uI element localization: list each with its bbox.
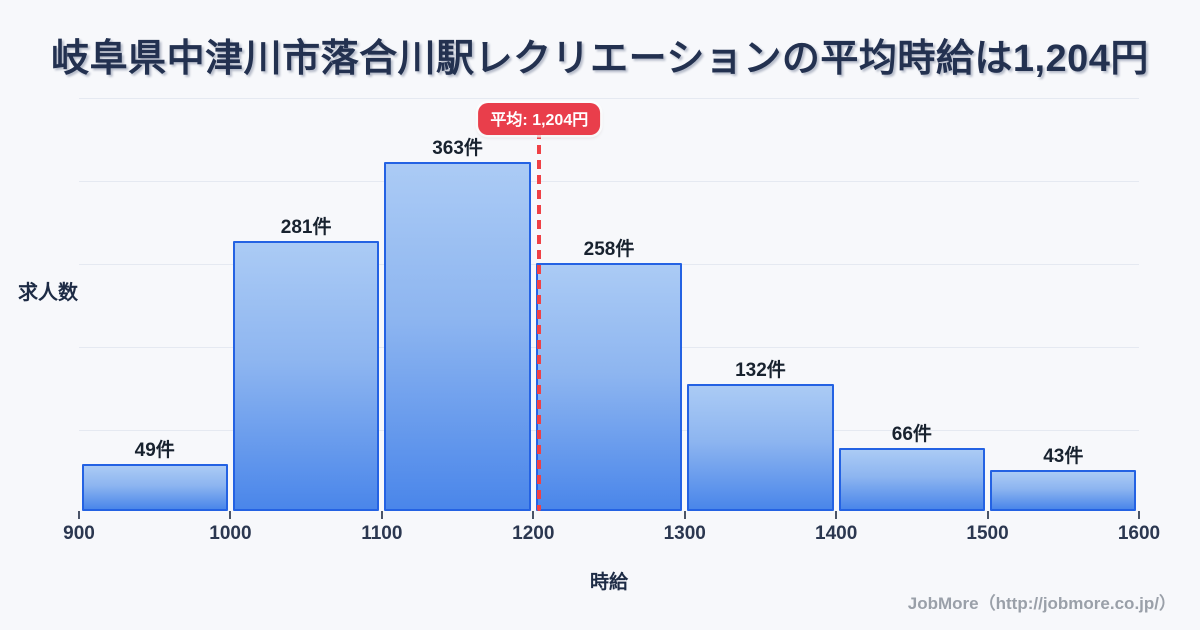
- x-tick-label: 1500: [966, 523, 1009, 544]
- x-axis-label: 時給: [589, 572, 628, 593]
- bar-value-label: 49件: [134, 439, 175, 461]
- footer-credit: JobMore（http://jobmore.co.jp/）: [907, 594, 1176, 613]
- page-title: 岐阜県中津川市落合川駅レクリエーションの平均時給は1,204円: [51, 38, 1149, 80]
- x-tick-mark: [229, 511, 232, 519]
- histogram-bar: [990, 469, 1137, 511]
- histogram-bar: [838, 447, 986, 511]
- x-tick-mark: [683, 511, 686, 519]
- x-tick-mark: [380, 511, 383, 519]
- bar-value-label: 132件: [735, 360, 786, 382]
- x-tick-mark: [532, 511, 535, 519]
- x-tick-mark: [78, 511, 80, 519]
- x-tick-mark: [986, 511, 989, 519]
- gridline: [79, 181, 1139, 182]
- gridline: [79, 98, 1139, 99]
- x-tick-label: 1600: [1117, 523, 1161, 544]
- x-tick-label: 1100: [361, 523, 403, 544]
- average-marker-line: [537, 130, 542, 511]
- x-tick-label: 1300: [663, 523, 706, 544]
- x-tick-label: 1200: [512, 523, 555, 544]
- average-badge: 平均: 1,204円: [478, 103, 601, 135]
- histogram-bar: [81, 463, 228, 511]
- histogram-bar: [232, 240, 380, 511]
- bar-value-label: 66件: [891, 423, 932, 445]
- x-tick-mark: [1138, 511, 1140, 519]
- bar-value-label: 363件: [432, 138, 483, 159]
- y-axis-label: 求人数: [18, 282, 78, 304]
- bar-value-label: 43件: [1043, 445, 1084, 467]
- histogram-bar: [384, 162, 531, 511]
- x-tick-label: 900: [63, 523, 95, 544]
- x-tick-label: 1400: [815, 523, 858, 544]
- histogram-bar: [535, 262, 683, 511]
- histogram-bar: [687, 384, 834, 511]
- bar-value-label: 258件: [583, 238, 635, 260]
- x-tick-mark: [835, 511, 838, 519]
- bar-value-label: 281件: [280, 216, 332, 238]
- x-tick-label: 1000: [209, 523, 252, 544]
